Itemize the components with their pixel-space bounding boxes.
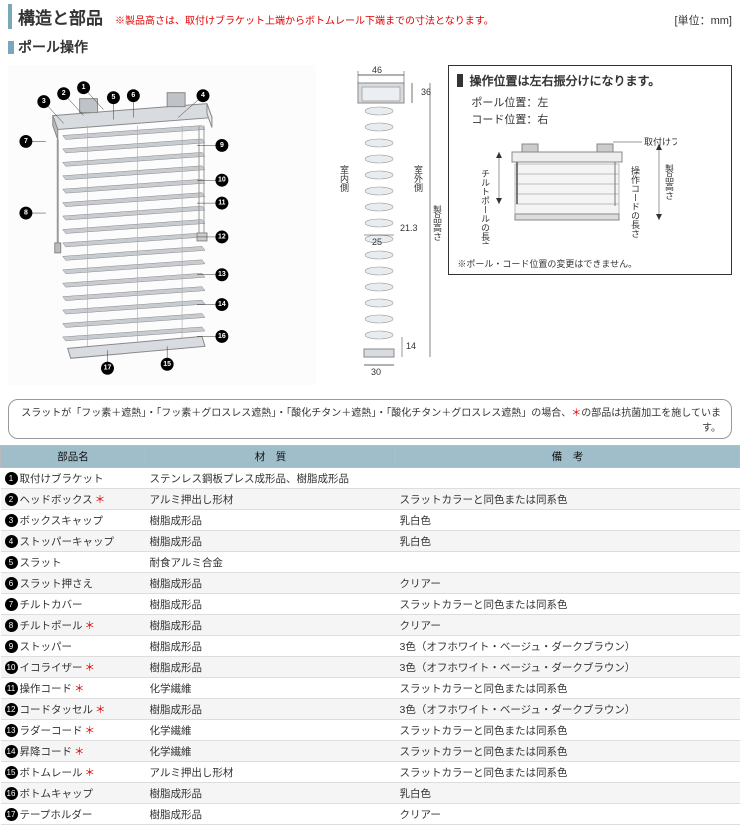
table-row: 16ボトムキャップ樹脂成形品乳白色 <box>1 783 740 804</box>
svg-text:11: 11 <box>218 200 225 207</box>
svg-text:操作コードの長さ: 操作コードの長さ <box>630 165 640 238</box>
page-title: 構造と部品 <box>8 4 103 29</box>
info-mini-diagram: 取付けブラケット チルトポールの長さ 操作コードの長さ 製品高さ <box>457 134 677 244</box>
table-row: 13ラダーコード＊化学繊維スラットカラーと同色または同系色 <box>1 720 740 741</box>
table-row: 17テープホルダー樹脂成形品クリアー <box>1 804 740 825</box>
diagrams-row: 3215647981011121314161517 46 36 30 14 <box>0 61 740 393</box>
info-line-2: コード位置：右 <box>471 112 723 129</box>
svg-text:3: 3 <box>42 98 46 105</box>
table-row: 7チルトカバー樹脂成形品スラットカラーと同色または同系色 <box>1 594 740 615</box>
parts-table: 部品名 材 質 備 考 1取付けブラケットステンレス鋼板プレス成形品、樹脂成形品… <box>0 445 740 825</box>
th-material: 材 質 <box>146 446 396 468</box>
table-row: 5スラット耐食アルミ合金 <box>1 552 740 573</box>
table-row: 4ストッパーキャップ樹脂成形品乳白色 <box>1 531 740 552</box>
svg-text:36: 36 <box>421 87 431 97</box>
svg-text:8: 8 <box>24 210 28 217</box>
table-row: 2ヘッドボックス＊アルミ押出し形材スラットカラーと同色または同系色 <box>1 489 740 510</box>
svg-text:5: 5 <box>112 94 116 101</box>
svg-text:製品高さ: 製品高さ <box>664 163 674 200</box>
svg-text:室外側: 室外側 <box>413 164 423 192</box>
table-row: 1取付けブラケットステンレス鋼板プレス成形品、樹脂成形品 <box>1 468 740 489</box>
subheader-bar <box>8 41 14 54</box>
svg-text:製品高さ: 製品高さ <box>432 204 442 241</box>
svg-text:6: 6 <box>131 92 135 99</box>
table-row: 14昇降コード＊化学繊維スラットカラーと同色または同系色 <box>1 741 740 762</box>
svg-text:室内側: 室内側 <box>339 164 349 192</box>
svg-text:9: 9 <box>220 142 224 149</box>
svg-text:12: 12 <box>218 233 226 240</box>
svg-text:30: 30 <box>371 367 381 377</box>
svg-text:10: 10 <box>218 177 226 184</box>
svg-text:7: 7 <box>24 138 28 145</box>
svg-text:13: 13 <box>218 271 226 278</box>
th-name: 部品名 <box>1 446 146 468</box>
svg-text:15: 15 <box>163 361 171 368</box>
table-row: 11操作コード＊化学繊維スラットカラーと同色または同系色 <box>1 678 740 699</box>
svg-text:14: 14 <box>406 341 416 351</box>
svg-text:46: 46 <box>372 65 382 75</box>
svg-text:17: 17 <box>104 365 112 372</box>
header-note: ※製品高さは、取付けブラケット上端からボトムレール下端までの寸法となります。 <box>115 12 494 27</box>
svg-text:チルトポールの長さ: チルトポールの長さ <box>480 169 490 244</box>
subheader-title: ポール操作 <box>18 37 88 57</box>
header: 構造と部品 ※製品高さは、取付けブラケット上端からボトムレール下端までの寸法とな… <box>0 0 740 33</box>
subheader: ポール操作 <box>0 33 740 61</box>
info-title: 操作位置は左右振分けになります。 <box>469 72 660 89</box>
table-row: 12コードタッセル＊樹脂成形品3色（オフホワイト・ベージュ・ダークブラウン） <box>1 699 740 720</box>
info-footnote: ※ポール・コード位置の変更はできません。 <box>457 257 723 270</box>
table-row: 15ボトムレール＊アルミ押出し形材スラットカラーと同色または同系色 <box>1 762 740 783</box>
table-row: 9ストッパー樹脂成形品3色（オフホワイト・ベージュ・ダークブラウン） <box>1 636 740 657</box>
info-bar <box>457 74 463 87</box>
main-diagram: 3215647981011121314161517 <box>8 65 316 385</box>
table-row: 3ボックスキャップ樹脂成形品乳白色 <box>1 510 740 531</box>
side-diagram: 46 36 30 14 25 21.3 室内側 室外側 製品高さ <box>322 65 442 385</box>
svg-text:2: 2 <box>62 90 66 97</box>
unit-label: [単位：mm] <box>675 12 732 28</box>
svg-text:取付けブラケット: 取付けブラケット <box>644 136 677 147</box>
svg-text:21.3: 21.3 <box>400 223 418 233</box>
slat-note: スラットが「フッ素＋遮熱」・「フッ素＋グロスレス遮熱」・「酸化チタン＋遮熱」・「… <box>8 399 732 439</box>
table-row: 10イコライザー＊樹脂成形品3色（オフホワイト・ベージュ・ダークブラウン） <box>1 657 740 678</box>
table-row: 8チルトポール＊樹脂成形品クリアー <box>1 615 740 636</box>
svg-text:1: 1 <box>82 84 86 91</box>
svg-text:16: 16 <box>218 333 226 340</box>
svg-text:25: 25 <box>372 237 382 247</box>
th-note: 備 考 <box>396 446 740 468</box>
info-box: 操作位置は左右振分けになります。 ポール位置：左 コード位置：右 取付けブラケッ… <box>448 65 732 275</box>
svg-text:4: 4 <box>201 92 205 99</box>
table-row: 6スラット押さえ樹脂成形品クリアー <box>1 573 740 594</box>
info-line-1: ポール位置：左 <box>471 95 723 112</box>
svg-text:14: 14 <box>218 301 226 308</box>
